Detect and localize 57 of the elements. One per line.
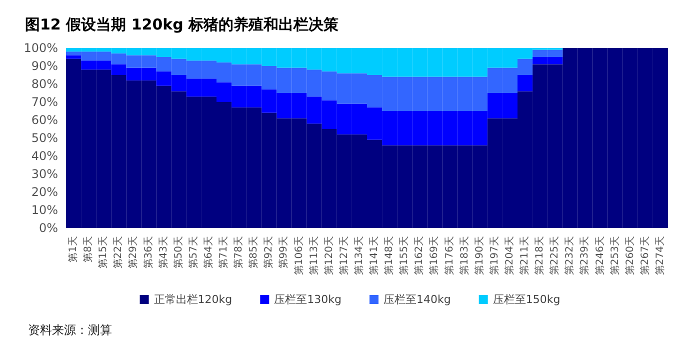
x-tick-label: 第239天 xyxy=(578,236,591,276)
y-tick-label: 60% xyxy=(31,113,58,127)
x-tick-label: 第92天 xyxy=(262,236,275,269)
legend-label: 压栏至140kg xyxy=(384,293,451,306)
legend-label: 正常出栏120kg xyxy=(154,293,232,306)
x-tick-label: 第36天 xyxy=(142,236,154,269)
x-tick-label: 第141天 xyxy=(368,236,380,276)
x-tick-label: 第260天 xyxy=(624,236,636,276)
x-tick-label: 第22天 xyxy=(112,236,124,269)
x-tick-label: 第127天 xyxy=(338,236,350,276)
x-tick-label: 第43天 xyxy=(157,236,170,269)
x-tick-label: 第155天 xyxy=(398,236,410,276)
x-tick-label: 第78天 xyxy=(232,236,245,269)
y-tick-label: 40% xyxy=(31,149,58,163)
y-tick-label: 20% xyxy=(31,185,58,199)
y-tick-label: 50% xyxy=(31,131,58,145)
x-tick-label: 第190天 xyxy=(473,236,486,276)
x-tick-label: 第183天 xyxy=(458,236,470,276)
legend-label: 压栏至130kg xyxy=(274,293,342,306)
legend-label: 压栏至150kg xyxy=(492,293,560,306)
x-tick-label: 第71天 xyxy=(218,236,230,269)
x-tick-label: 第57天 xyxy=(187,236,200,269)
x-tick-label: 第232天 xyxy=(564,236,576,276)
x-tick-label: 第176天 xyxy=(443,236,456,276)
x-tick-label: 第15天 xyxy=(97,236,110,269)
x-tick-label: 第267天 xyxy=(638,236,651,276)
x-tick-label: 第113天 xyxy=(308,236,320,276)
y-tick-label: 70% xyxy=(31,95,58,109)
x-tick-label: 第134天 xyxy=(352,236,365,276)
x-tick-label: 第1天 xyxy=(67,236,80,262)
x-tick-label: 第85天 xyxy=(248,236,260,269)
x-tick-label: 第148天 xyxy=(383,236,396,276)
y-tick-label: 10% xyxy=(31,203,58,217)
y-tick-label: 90% xyxy=(31,59,58,73)
chart-title: 图12 假设当期 120kg 标猪的养殖和出栏决策 xyxy=(25,16,340,34)
x-tick-label: 第120天 xyxy=(322,236,335,276)
y-tick-label: 30% xyxy=(31,167,58,181)
y-tick-label: 100% xyxy=(24,41,58,55)
x-tick-label: 第204天 xyxy=(503,236,516,276)
x-tick-label: 第253天 xyxy=(608,236,621,276)
x-tick-label: 第50天 xyxy=(172,236,184,269)
x-tick-label: 第211天 xyxy=(518,236,531,276)
x-tick-label: 第99天 xyxy=(278,236,290,269)
x-tick-label: 第8天 xyxy=(82,236,94,262)
x-tick-label: 第197天 xyxy=(488,236,500,276)
x-tick-label: 第218天 xyxy=(534,236,546,276)
x-tick-label: 第246天 xyxy=(594,236,606,276)
x-tick-label: 第29天 xyxy=(127,236,140,269)
text: 资料来源：测算 xyxy=(28,323,112,337)
x-tick-label: 第225天 xyxy=(548,236,561,276)
y-tick-label: 80% xyxy=(31,77,58,91)
y-tick-label: 0% xyxy=(38,221,58,235)
x-tick-label: 第274天 xyxy=(654,236,666,276)
x-tick-label: 第106天 xyxy=(292,236,305,276)
x-tick-label: 第64天 xyxy=(202,236,214,269)
x-tick-label: 第169天 xyxy=(428,236,440,276)
x-tick-label: 第162天 xyxy=(413,236,426,276)
